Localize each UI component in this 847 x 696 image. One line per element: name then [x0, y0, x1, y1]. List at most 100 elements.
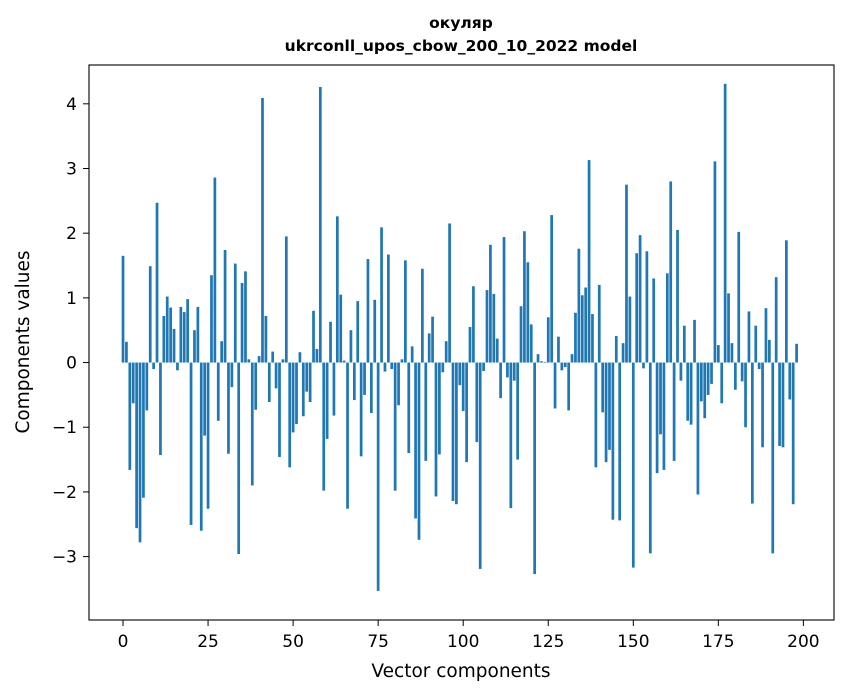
bar-component-107: [485, 290, 489, 363]
bar-component-14: [169, 307, 172, 363]
bar-component-154: [645, 251, 649, 363]
bar-component-187: [757, 362, 761, 370]
bar-component-134: [577, 248, 581, 363]
bar-component-82: [400, 359, 404, 363]
bar-component-26: [210, 275, 213, 363]
bar-component-181: [737, 231, 741, 363]
bar-component-101: [465, 362, 468, 463]
x-axis-label: Vector components: [371, 661, 550, 682]
bar-component-30: [223, 250, 227, 363]
bar-component-98: [455, 362, 458, 505]
bar-component-89: [424, 362, 428, 461]
bar-component-96: [448, 223, 451, 363]
bar-component-56: [312, 310, 315, 363]
bar-component-105: [478, 362, 482, 569]
bar-component-35: [240, 282, 244, 363]
bar-component-186: [754, 325, 758, 363]
bar-component-184: [747, 311, 751, 363]
bar-component-48: [284, 236, 288, 363]
bar-component-20: [189, 362, 193, 525]
bar-component-97: [451, 362, 455, 501]
bar-component-174: [713, 161, 717, 363]
bar-component-92: [434, 362, 438, 497]
bar-component-148: [625, 184, 628, 363]
x-tick-label: 125: [532, 632, 564, 652]
bar-component-32: [230, 362, 234, 388]
bar-component-100: [461, 362, 465, 412]
bar-component-63: [335, 216, 339, 363]
bar-component-64: [339, 294, 343, 363]
bar-component-43: [267, 362, 271, 403]
bar-component-116: [516, 362, 519, 460]
bar-component-127: [553, 362, 557, 409]
bar-component-160: [665, 273, 669, 363]
bar-component-150: [631, 362, 635, 568]
bar-component-47: [281, 359, 285, 363]
bar-component-36: [244, 271, 247, 363]
bar-component-93: [438, 362, 441, 455]
bar-component-166: [686, 362, 690, 421]
bar-component-95: [444, 341, 448, 363]
bar-component-119: [526, 262, 530, 363]
bar-component-69: [356, 301, 360, 363]
bar-component-111: [499, 362, 502, 399]
bar-component-2: [128, 362, 132, 470]
bar-component-68: [352, 362, 356, 401]
bar-component-79: [390, 362, 394, 370]
bar-component-161: [669, 181, 673, 363]
bar-component-78: [387, 254, 390, 363]
bar-component-18: [182, 312, 186, 363]
bar-component-61: [329, 321, 332, 363]
bar-component-21: [193, 330, 196, 363]
bar-component-80: [393, 362, 397, 491]
bar-component-147: [621, 343, 625, 363]
bar-component-189: [764, 308, 768, 363]
x-tick-label: 50: [282, 632, 304, 652]
bar-component-128: [557, 336, 560, 363]
bar-component-140: [597, 284, 601, 363]
bar-component-178: [727, 293, 730, 363]
bar-component-171: [703, 362, 707, 419]
bar-component-29: [220, 341, 224, 363]
bar-component-117: [519, 306, 523, 363]
y-tick-label: −1: [52, 418, 77, 438]
x-tick-label: 175: [702, 632, 734, 652]
bar-component-11: [159, 362, 162, 456]
bar-component-22: [196, 306, 200, 363]
bar-component-70: [359, 362, 363, 457]
bar-component-145: [614, 336, 618, 363]
bar-component-46: [278, 362, 281, 457]
bar-component-153: [642, 362, 645, 369]
bar-component-13: [165, 296, 169, 363]
bar-component-1: [125, 341, 128, 363]
bar-component-0: [121, 255, 125, 363]
bar-component-41: [261, 97, 264, 363]
bar-component-76: [380, 227, 383, 363]
bar-component-52: [298, 352, 302, 363]
bar-component-122: [536, 354, 540, 363]
bar-component-33: [233, 263, 237, 363]
plot-frame: [88, 64, 835, 621]
y-tick-label: −3: [52, 548, 77, 568]
bar-component-182: [740, 362, 744, 382]
bar-component-102: [468, 326, 472, 363]
bar-component-104: [475, 362, 479, 443]
bar-component-123: [540, 361, 543, 363]
bar-component-59: [322, 362, 326, 491]
bar-component-45: [274, 362, 278, 389]
bar-component-4: [135, 362, 138, 529]
bar-component-51: [295, 362, 298, 424]
bar-component-121: [533, 362, 536, 575]
bar-component-19: [186, 299, 190, 363]
bar-component-24: [203, 362, 207, 436]
bar-component-65: [342, 360, 346, 363]
bar-component-170: [699, 362, 703, 402]
bar-component-191: [771, 362, 775, 554]
bar-component-81: [397, 362, 400, 406]
chart-title-line1: окуляр: [429, 14, 493, 32]
bar-component-71: [363, 362, 366, 395]
bar-component-157: [655, 362, 659, 474]
bar-component-54: [305, 362, 309, 392]
y-axis-ticks: −3 −2 −1 0 1 2 3 4: [52, 95, 89, 568]
